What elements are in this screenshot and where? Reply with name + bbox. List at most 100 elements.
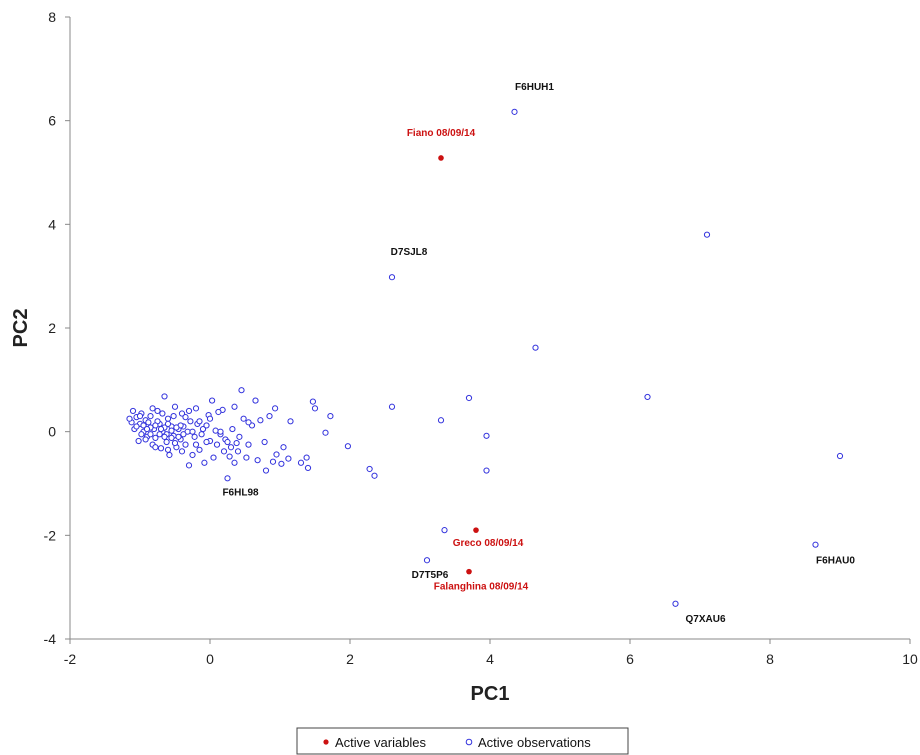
observation-point [532, 344, 539, 351]
observation-point [191, 433, 198, 440]
observation-point [185, 462, 193, 469]
observation-point [168, 427, 175, 434]
observation-point [269, 458, 277, 465]
observation-point [243, 454, 250, 461]
data-points [126, 108, 844, 607]
x-tick-label: 6 [626, 651, 634, 667]
observation-point [203, 438, 210, 446]
observation-point [266, 413, 273, 420]
observation-point [511, 108, 518, 115]
observation-point [163, 438, 170, 446]
observation-point [198, 431, 205, 438]
point-labels: Fiano 08/09/14 Greco 08/09/14 Falanghina 0… [222, 82, 855, 625]
observation-point [152, 434, 159, 441]
x-tick-label: 2 [346, 651, 354, 667]
y-axis-title: PC2 [10, 309, 32, 348]
y-ticks: -4 -2 0 2 4 6 8 [44, 9, 70, 647]
observation-label: F6HL98 [222, 487, 259, 498]
legend: Active variables Active observations [296, 727, 629, 755]
observation-point [252, 397, 259, 404]
observation-point [136, 413, 144, 420]
y-tick-label: 0 [48, 424, 56, 440]
x-ticks: -2 0 2 4 6 8 10 [64, 639, 918, 667]
observation-point [423, 557, 431, 564]
observation-point [140, 422, 147, 429]
observation-point [147, 431, 154, 438]
observation-point [157, 445, 165, 452]
y-tick-label: -4 [44, 631, 57, 647]
observation-label: F6HUH1 [515, 82, 554, 93]
observation-point [388, 403, 396, 410]
y-tick-label: 4 [48, 216, 56, 232]
observation-point [159, 410, 166, 417]
observation-point [171, 403, 179, 410]
observation-point [189, 428, 196, 435]
observation-point [215, 408, 222, 416]
observation-point [154, 407, 161, 415]
observation-point [166, 451, 173, 459]
x-axis-title: PC1 [471, 683, 510, 705]
observation-point [278, 460, 285, 467]
x-tick-label: 4 [486, 651, 494, 667]
observation-point [164, 415, 172, 422]
observation-point [285, 455, 292, 462]
observation-point [836, 452, 844, 460]
observation-point [303, 454, 310, 461]
observation-point [157, 425, 165, 433]
y-tick-label: -2 [44, 527, 57, 543]
observation-point [234, 448, 242, 455]
observation-point [437, 417, 445, 424]
observation-point [187, 418, 194, 425]
observation-point [280, 444, 287, 451]
legend-label-active-variables: Active variables [335, 735, 427, 750]
observation-point [147, 413, 154, 420]
observation-point [152, 422, 159, 429]
observation-point [465, 394, 473, 402]
observation-point [210, 454, 217, 461]
observation-point [173, 424, 180, 431]
observation-point [254, 457, 261, 464]
observation-point [220, 448, 228, 455]
observation-point [182, 414, 189, 421]
observation-point [327, 413, 334, 420]
x-tick-label: 8 [766, 651, 774, 667]
observation-point [145, 419, 152, 426]
observation-point [229, 425, 236, 433]
legend-marker-active-observations [465, 738, 473, 746]
observation-point [135, 437, 142, 445]
variable-point [473, 527, 479, 533]
observation-point [217, 428, 224, 435]
x-tick-label: 0 [206, 651, 214, 667]
observation-point [672, 600, 679, 607]
observation-point [273, 451, 280, 458]
observation-point [366, 465, 373, 473]
variable-point [466, 568, 472, 575]
observation-point [287, 418, 294, 425]
observation-point [143, 425, 151, 433]
observation-label: F6HAU0 [816, 556, 855, 567]
observation-point [192, 441, 200, 448]
observation-point [152, 444, 159, 451]
observation-point [149, 405, 156, 412]
observation-point [236, 433, 243, 440]
observation-point [178, 448, 186, 455]
observation-point [129, 407, 137, 415]
observation-point [213, 441, 221, 448]
observation-point [226, 453, 233, 460]
observation-point [196, 446, 203, 453]
observation-point [192, 405, 200, 412]
observation-point [262, 467, 270, 474]
observation-point [170, 413, 177, 420]
observation-point [212, 427, 219, 434]
y-tick-label: 2 [48, 320, 56, 336]
y-tick-label: 6 [48, 113, 56, 129]
observation-point [164, 446, 172, 453]
observation-point [261, 438, 268, 446]
legend-label-active-observations: Active observations [478, 735, 591, 750]
x-tick-label: 10 [902, 651, 918, 667]
observation-point [164, 420, 172, 427]
observation-point [240, 415, 247, 422]
observation-point [180, 431, 187, 438]
x-tick-label: -2 [64, 651, 77, 667]
observation-point [168, 434, 175, 441]
